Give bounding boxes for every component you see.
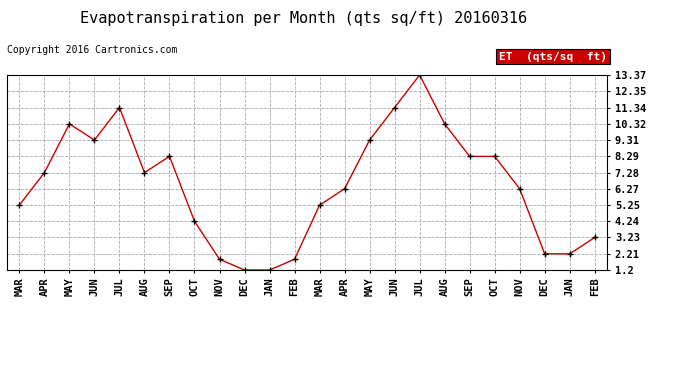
Text: Copyright 2016 Cartronics.com: Copyright 2016 Cartronics.com	[7, 45, 177, 55]
Text: Evapotranspiration per Month (qts sq/ft) 20160316: Evapotranspiration per Month (qts sq/ft)…	[80, 11, 527, 26]
Text: ET  (qts/sq  ft): ET (qts/sq ft)	[499, 52, 607, 62]
